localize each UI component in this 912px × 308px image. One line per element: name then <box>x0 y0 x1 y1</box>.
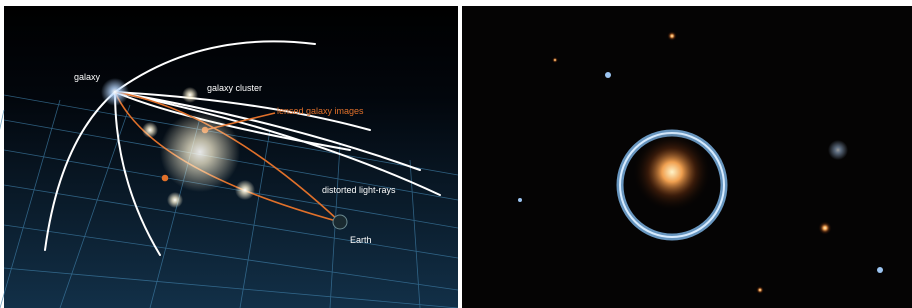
label: Earth <box>350 235 372 245</box>
einstein-ring-photo <box>462 6 912 308</box>
label: lensed galaxy images <box>277 106 364 116</box>
figure: galaxy galaxy cluster lensed galaxy imag… <box>0 0 912 308</box>
label: galaxy cluster <box>207 83 262 93</box>
lensing-diagram: galaxy galaxy cluster lensed galaxy imag… <box>0 6 458 308</box>
label: distorted light-rays <box>322 185 396 195</box>
label: galaxy <box>74 72 101 82</box>
